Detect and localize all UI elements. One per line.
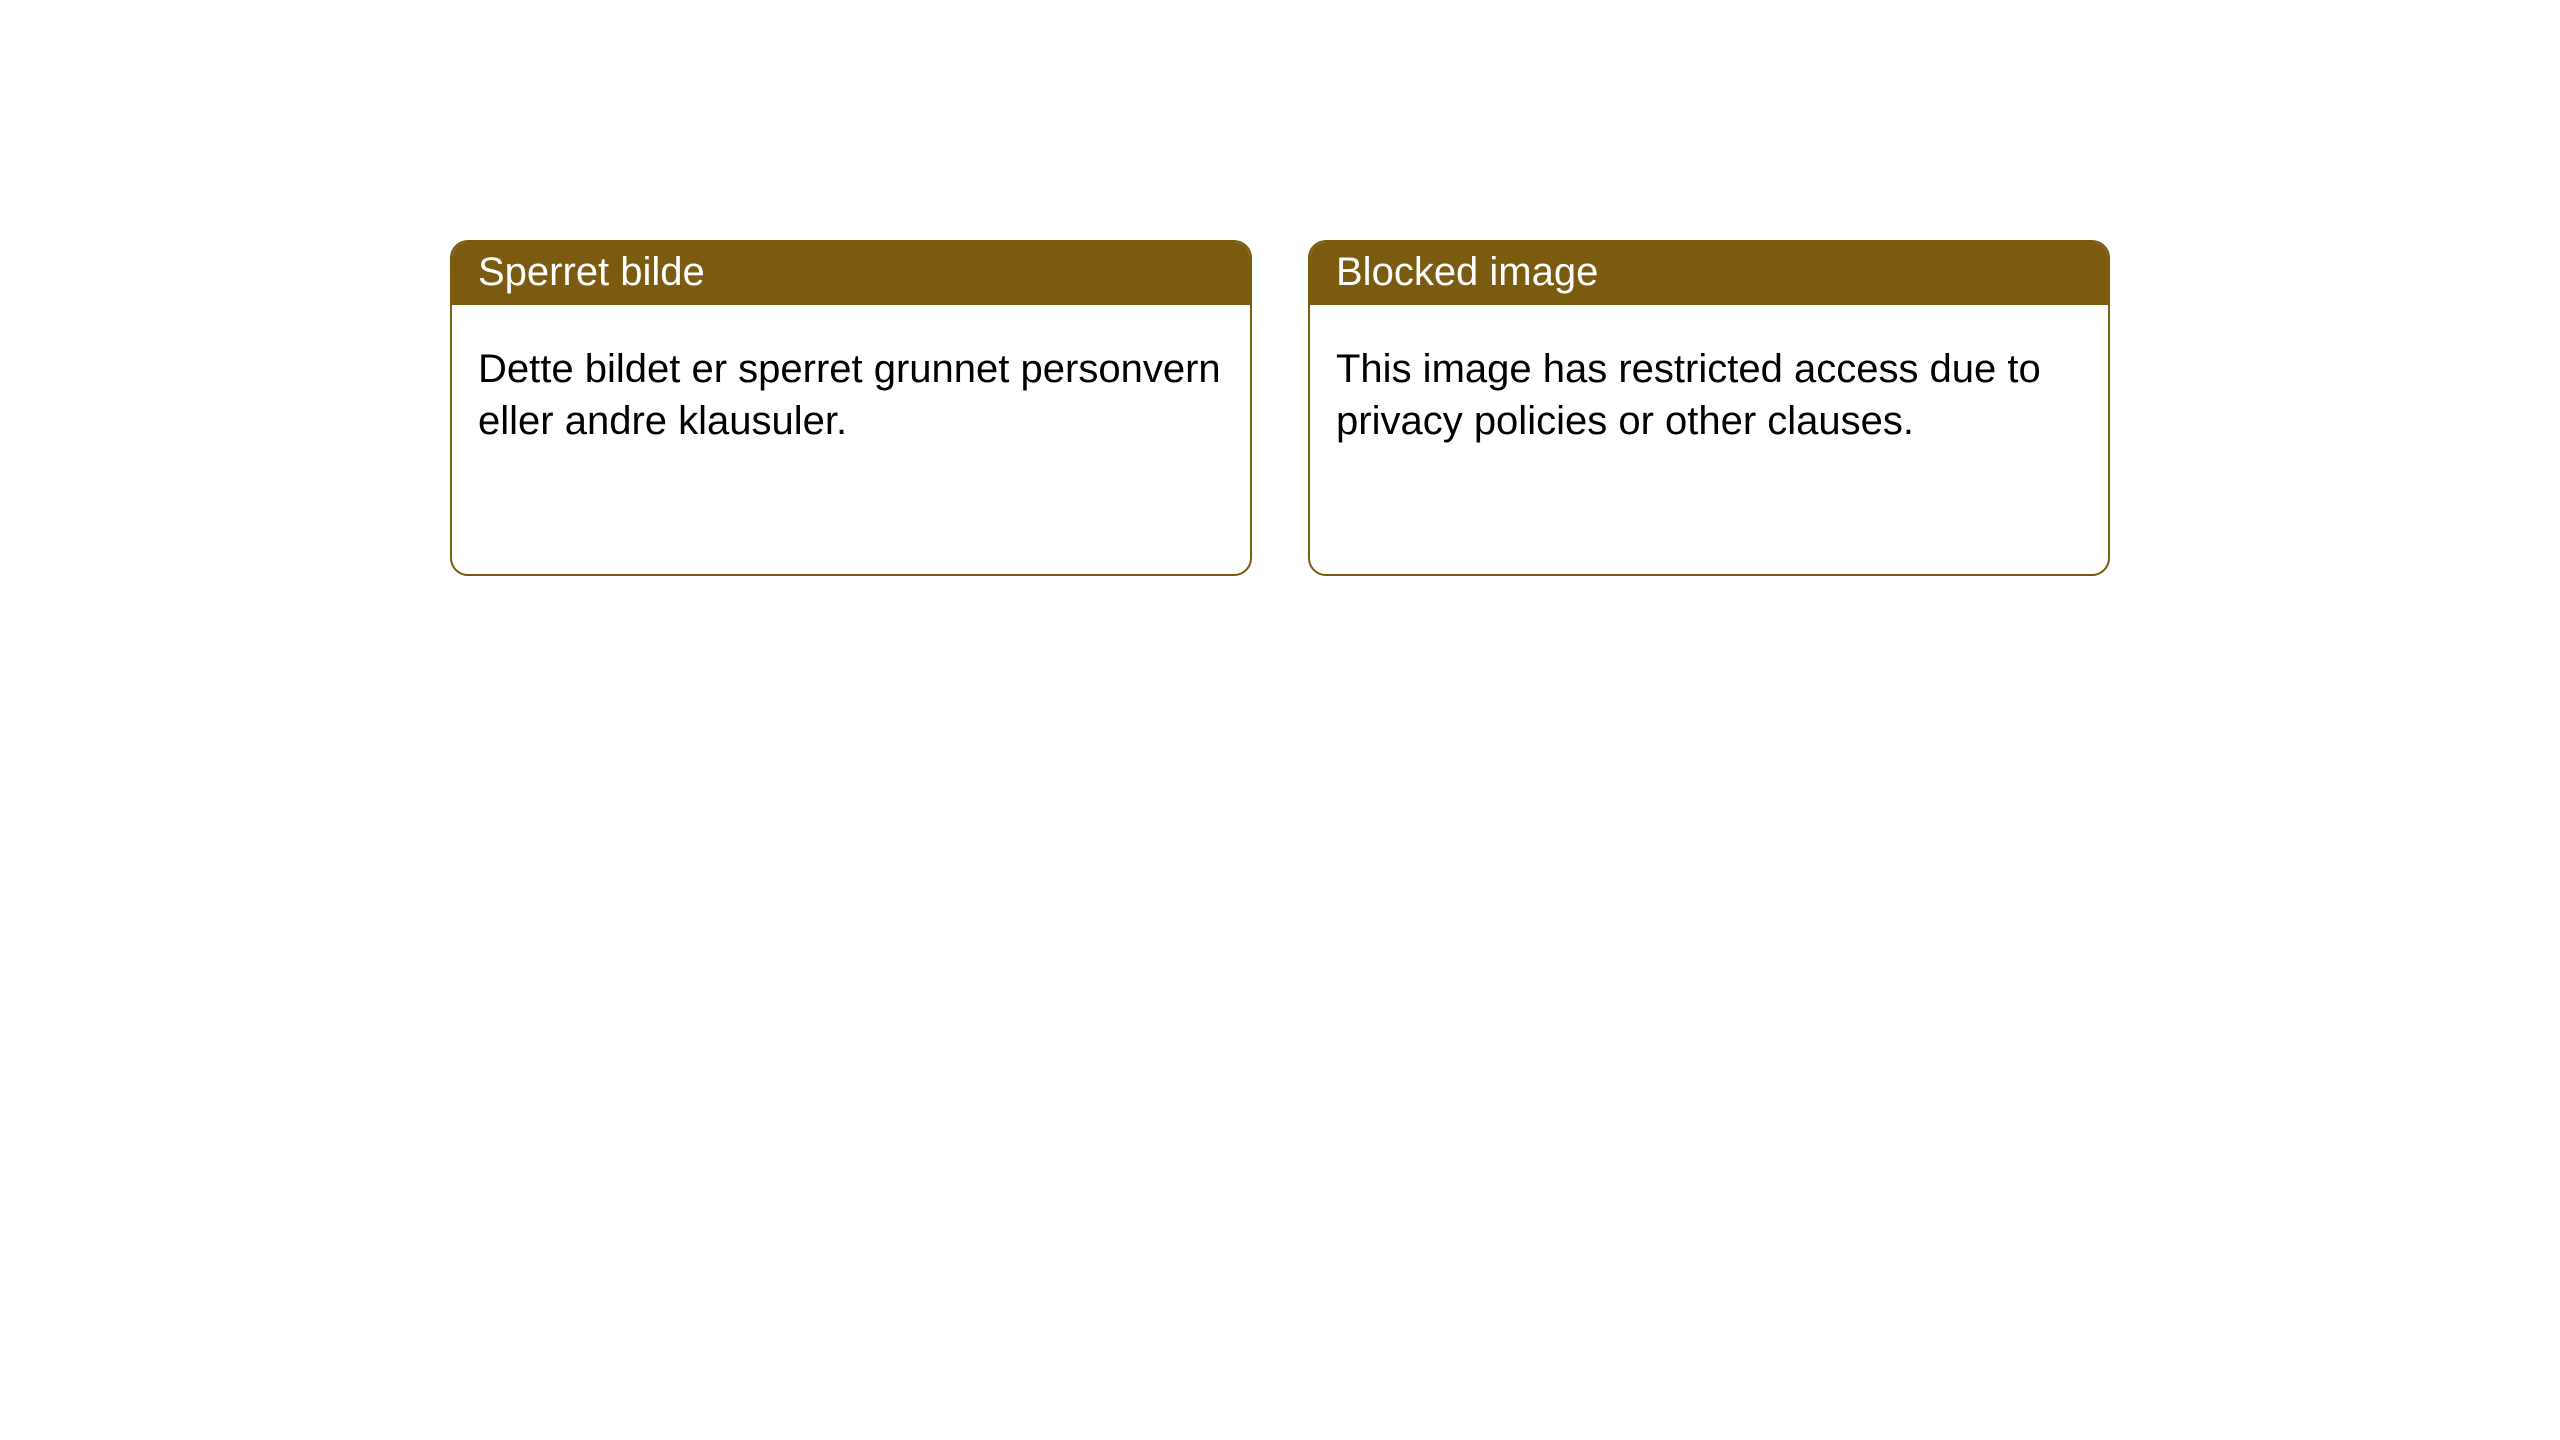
card-body: Dette bildet er sperret grunnet personve… xyxy=(452,305,1250,485)
card-title: Blocked image xyxy=(1336,250,1598,294)
card-row: Sperret bilde Dette bildet er sperret gr… xyxy=(0,0,2560,576)
card-header: Blocked image xyxy=(1310,242,2108,305)
blocked-image-card-en: Blocked image This image has restricted … xyxy=(1308,240,2110,576)
card-body-text: Dette bildet er sperret grunnet personve… xyxy=(478,347,1221,443)
card-title: Sperret bilde xyxy=(478,250,705,294)
card-header: Sperret bilde xyxy=(452,242,1250,305)
blocked-image-card-no: Sperret bilde Dette bildet er sperret gr… xyxy=(450,240,1252,576)
card-body-text: This image has restricted access due to … xyxy=(1336,347,2041,443)
card-body: This image has restricted access due to … xyxy=(1310,305,2108,485)
